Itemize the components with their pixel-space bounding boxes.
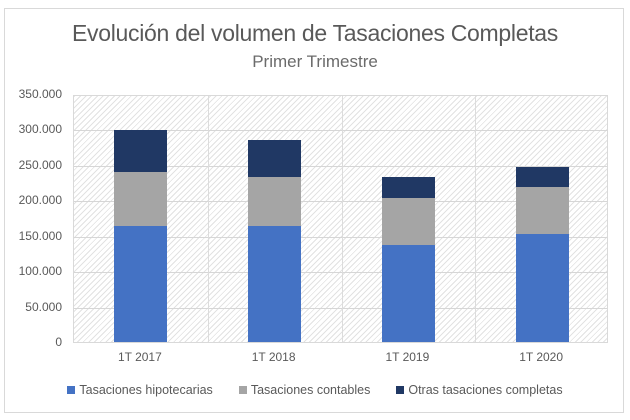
legend-label: Tasaciones contables	[250, 383, 371, 397]
legend: Tasaciones hipotecarias Tasaciones contab…	[0, 383, 630, 397]
bar-segment-contables	[515, 186, 569, 235]
bar-segment-hipotecarias	[381, 244, 435, 342]
bar-1t-2017	[114, 130, 168, 342]
legend-label: Tasaciones hipotecarias	[79, 383, 213, 397]
y-tick-label: 200.000	[18, 193, 62, 208]
y-tick-label: 150.000	[18, 228, 62, 243]
gridline-vertical	[341, 96, 343, 342]
y-tick-label: 300.000	[18, 122, 62, 137]
bar-1t-2018	[248, 140, 302, 342]
bar-segment-otras	[114, 130, 168, 172]
bar-segment-contables	[114, 171, 168, 226]
bar-segment-hipotecarias	[248, 225, 302, 342]
gridline-horizontal	[74, 272, 607, 274]
gridline-horizontal	[74, 201, 607, 203]
bar-segment-otras	[381, 176, 435, 199]
y-tick-label: 0	[55, 335, 62, 349]
legend-swatch-icon	[396, 386, 405, 394]
legend-label: Otras tasaciones completas	[408, 383, 563, 397]
gridline-horizontal	[74, 130, 607, 132]
y-tick-label: 100.000	[18, 264, 62, 279]
legend-item: Tasaciones contables	[238, 383, 371, 397]
x-tick-label: 1T 2017	[117, 350, 162, 364]
plot-area	[73, 95, 608, 343]
y-tick-label: 250.000	[18, 157, 62, 172]
legend-swatch-icon	[238, 386, 247, 394]
bar-segment-hipotecarias	[515, 234, 569, 342]
bar-segment-hipotecarias	[114, 225, 168, 342]
x-tick-label: 1T 2018	[251, 350, 296, 364]
y-tick-label: 350.000	[18, 87, 62, 101]
bar-segment-otras	[515, 167, 569, 187]
chart-title: Evolución del volumen de Tasaciones Comp…	[72, 20, 558, 46]
x-tick-label: 1T 2020	[519, 350, 564, 364]
gridline-vertical	[475, 96, 477, 342]
bar-segment-contables	[248, 176, 302, 226]
chart-subtitle: Primer Trimestre	[252, 52, 378, 71]
gridline-horizontal	[74, 236, 607, 238]
legend-item: Otras tasaciones completas	[396, 383, 563, 397]
gridline-horizontal	[74, 165, 607, 167]
legend-item: Tasaciones hipotecarias	[67, 383, 213, 397]
bar-segment-otras	[248, 140, 302, 177]
bar-segment-contables	[381, 198, 435, 245]
y-tick-label: 50.000	[25, 299, 62, 314]
x-tick-label: 1T 2019	[385, 350, 430, 364]
bar-1t-2019	[381, 176, 435, 342]
bar-1t-2020	[515, 167, 569, 342]
legend-swatch-icon	[67, 386, 76, 394]
gridline-vertical	[207, 96, 209, 342]
gridline-horizontal	[74, 307, 607, 309]
